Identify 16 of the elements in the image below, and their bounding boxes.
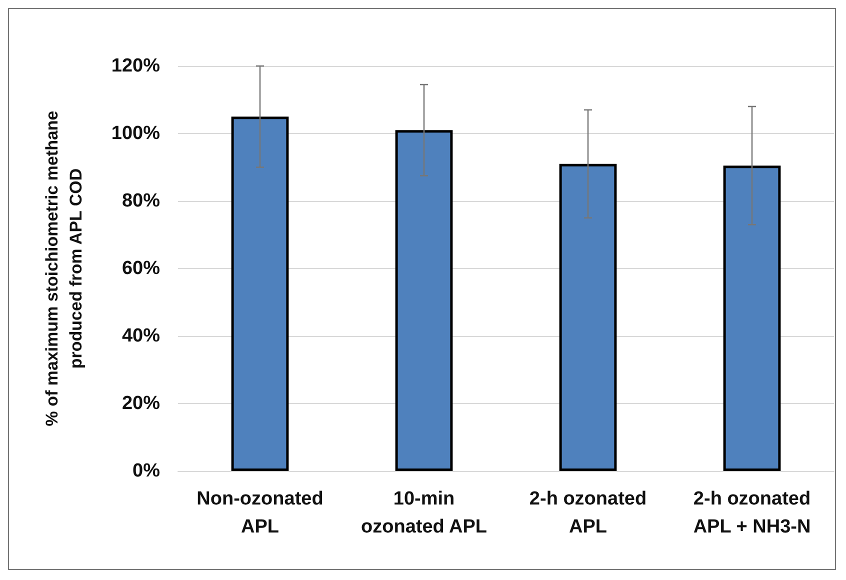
y-tick-label: 100% — [111, 123, 160, 144]
y-tick-label: 20% — [122, 393, 160, 414]
y-axis-title: % of maximum stoichiometric methane produced from APL COD — [42, 110, 86, 426]
y-tick-label: 0% — [132, 460, 160, 482]
bar — [395, 130, 453, 471]
x-tick-label: Non-ozonated APL — [196, 488, 324, 538]
x-tick-label: 10-min ozonated APL — [361, 488, 488, 538]
x-tick-label: 2-h ozonated APL — [529, 488, 647, 538]
bar — [559, 164, 617, 471]
y-tick-label: 60% — [122, 258, 160, 279]
y-tick-label: 120% — [111, 56, 160, 76]
y-tick-label: 40% — [122, 326, 160, 346]
bar — [231, 116, 289, 471]
y-tick-label: 80% — [122, 190, 160, 212]
bar — [723, 166, 781, 471]
x-tick-label: 2-h ozonated APL + NH3-N — [693, 488, 811, 538]
